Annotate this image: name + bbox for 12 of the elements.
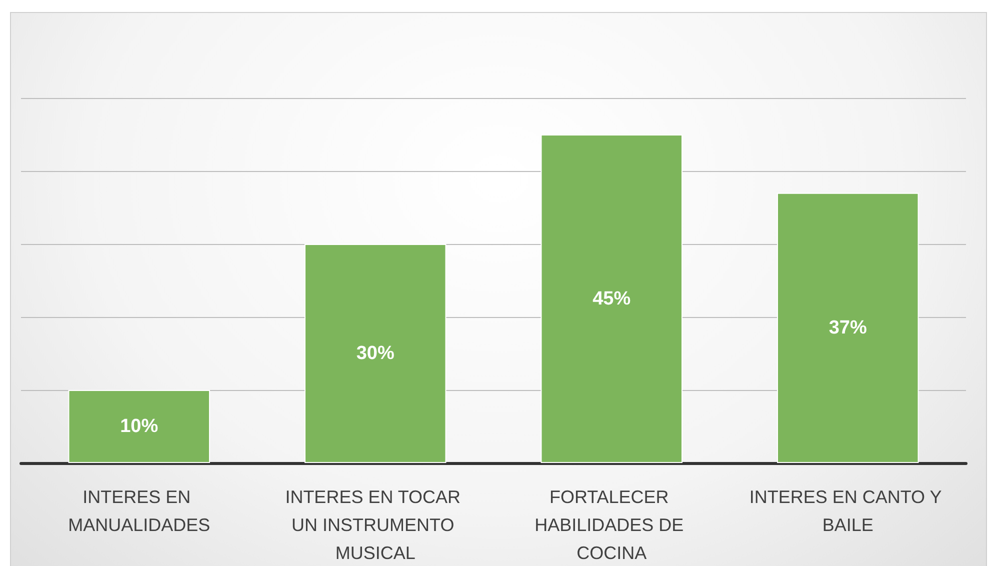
bar: [68, 390, 210, 463]
x-tick-label: INTERES EN TOCAR UN INSTRUMENTO MUSICAL: [285, 487, 466, 563]
bar: [540, 134, 682, 463]
x-tick-label: INTERES EN CANTO Y BAILE: [749, 487, 946, 535]
data-label: 37%: [828, 317, 867, 338]
data-label: 45%: [592, 288, 631, 310]
bar: [304, 244, 446, 463]
x-tick-label: INTERES EN MANUALIDADES: [68, 487, 210, 535]
bar: [777, 192, 919, 463]
data-label: 10%: [120, 416, 158, 437]
data-label: 30%: [356, 343, 394, 364]
x-tick-label: FORTALECER HABILIDADES DE COCINA: [534, 487, 689, 563]
